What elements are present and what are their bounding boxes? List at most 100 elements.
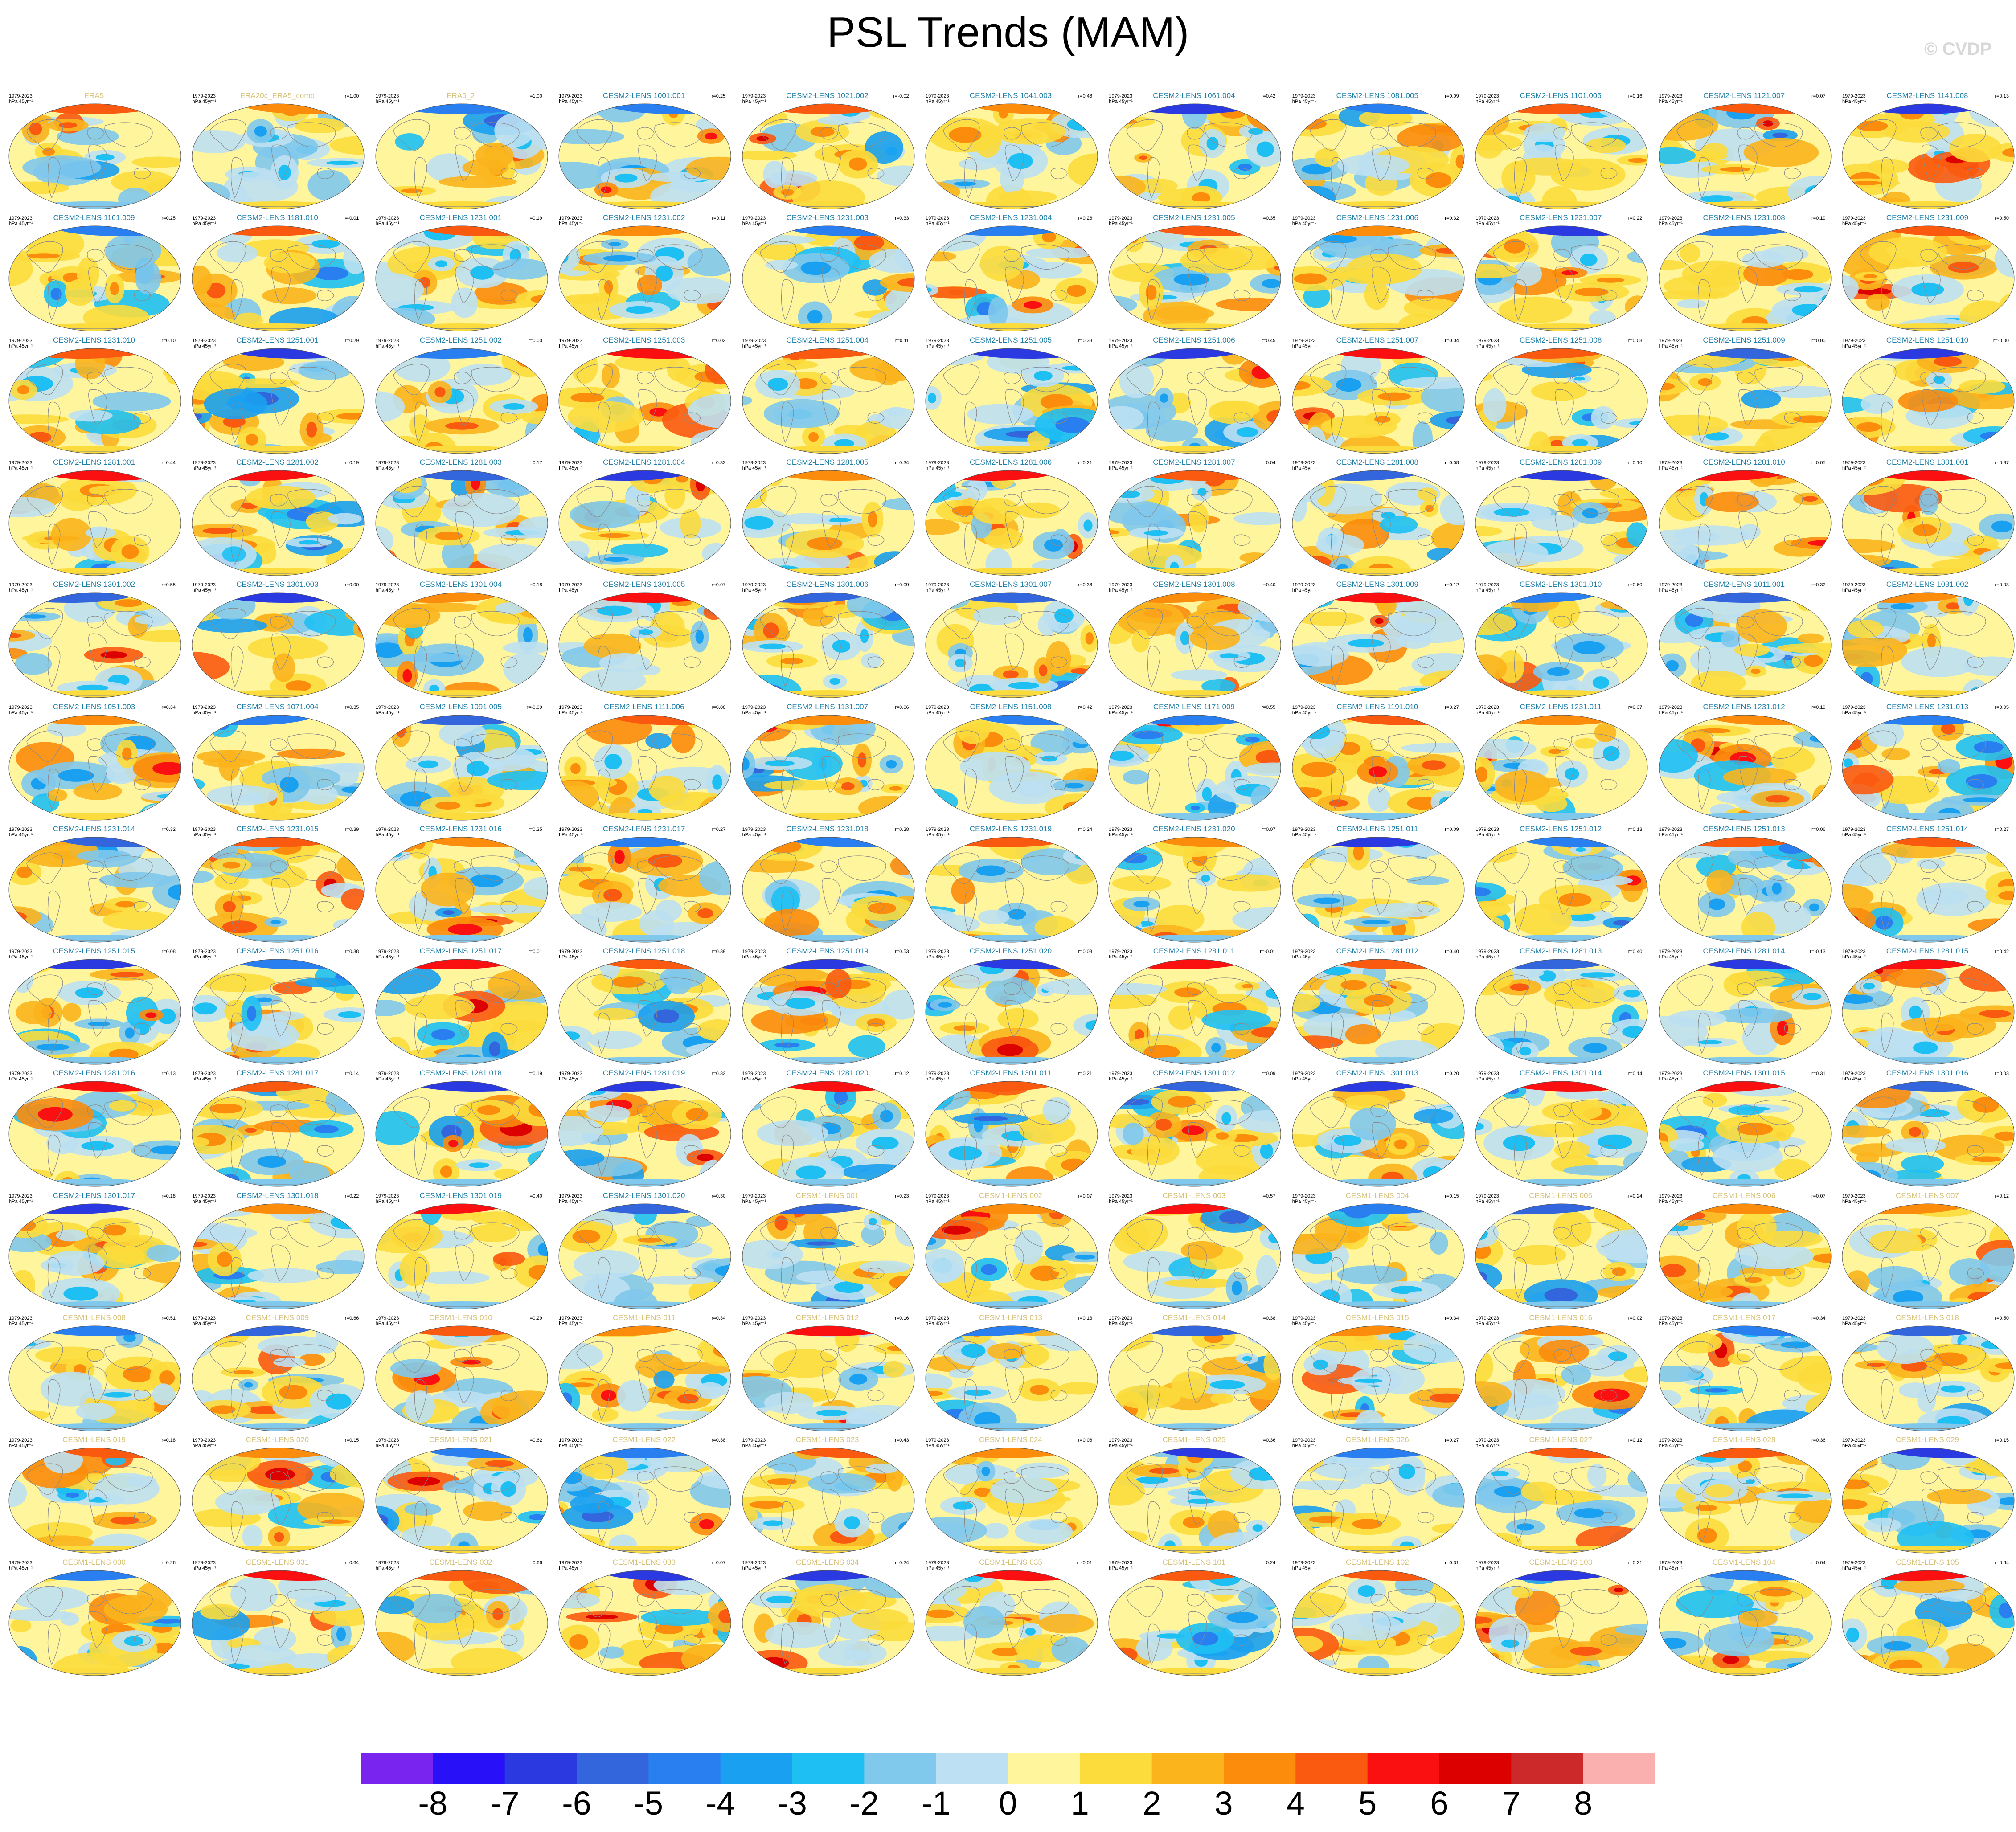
panel-correlation: r=0.19 (528, 1071, 542, 1077)
panel-map (1475, 470, 1648, 576)
map-panel: 1979-2023 hPa 45yr⁻¹ CESM2-LENS 1301.002 r=… (3, 576, 185, 698)
panel-correlation: r=0.07 (711, 1560, 726, 1566)
map-panel-grid: 1979-2023 hPa 45yr⁻¹ ERA5 1979-2023 hPa 45yr… (3, 87, 2016, 1676)
panel-map (1292, 1203, 1465, 1309)
map-panel: 1979-2023 hPa 45yr⁻¹ CESM1-LENS 031 r=0.64 (186, 1554, 369, 1676)
panel-name: CESM2-LENS 1281.002 (236, 458, 319, 466)
panel-units: hPa 45yr⁻¹ (1842, 1076, 1866, 1082)
panel-map (192, 470, 365, 576)
panel-map (375, 592, 548, 698)
colorbar-segment (936, 1753, 1008, 1784)
colorbar-segment (864, 1753, 937, 1784)
map-panel: 1979-2023 hPa 45yr⁻¹ CESM2-LENS 1301.017 r=… (3, 1187, 185, 1309)
panel-map (1292, 715, 1465, 820)
panel-correlation: r=0.23 (895, 1193, 909, 1199)
map-panel: 1979-2023 hPa 45yr⁻¹ CESM2-LENS 1251.014 r=… (1836, 821, 2016, 943)
panel-period: 1979-2023 (1659, 1438, 1683, 1444)
panel-units: hPa 45yr⁻¹ (1475, 99, 1500, 104)
panel-units: hPa 45yr⁻¹ (742, 710, 766, 716)
panel-map (1842, 959, 2015, 1065)
panel-units: hPa 45yr⁻¹ (1842, 1565, 1866, 1571)
map-panel: 1979-2023 hPa 45yr⁻¹ CESM1-LENS 011 r=0.34 (553, 1309, 735, 1431)
panel-map (1842, 1570, 2015, 1676)
panel-units: hPa 45yr⁻¹ (1109, 1443, 1133, 1449)
panel-map (8, 837, 181, 943)
map-panel: 1979-2023 hPa 45yr⁻¹ CESM1-LENS 021 r=0.62 (369, 1431, 552, 1554)
map-panel: 1979-2023 hPa 45yr⁻¹ CESM2-LENS 1101.006 r=… (1469, 87, 1652, 209)
panel-correlation: r=0.66 (528, 1560, 542, 1566)
panel-period: 1979-2023 (9, 582, 33, 588)
panel-map (8, 715, 181, 820)
panel-correlation: r=0.06 (895, 704, 909, 710)
panel-correlation: r=0.13 (1628, 826, 1643, 832)
panel-period: 1979-2023 (1659, 582, 1683, 588)
panel-correlation: r=0.03 (1995, 582, 2009, 588)
panel-period: 1979-2023 (9, 94, 33, 99)
panel-period: 1979-2023 (559, 460, 582, 466)
panel-correlation: r=0.12 (895, 1071, 909, 1077)
panel-units: hPa 45yr⁻¹ (1475, 710, 1500, 716)
panel-name: CESM1-LENS 027 (1529, 1435, 1593, 1444)
panel-correlation: r=0.04 (1261, 460, 1276, 466)
panel-map (1659, 959, 1832, 1065)
panel-period: 1979-2023 (1292, 94, 1316, 99)
panel-map (1659, 348, 1832, 454)
map-panel: 1979-2023 hPa 45yr⁻¹ CESM1-LENS 001 r=0.23 (736, 1187, 919, 1309)
map-panel: 1979-2023 hPa 45yr⁻¹ CESM2-LENS 1281.019 r=… (553, 1065, 735, 1187)
panel-name: CESM2-LENS 1251.015 (53, 947, 135, 956)
panel-name: CESM2-LENS 1231.018 (786, 824, 869, 833)
panel-map (8, 1203, 181, 1309)
panel-units: hPa 45yr⁻¹ (1475, 1321, 1500, 1326)
panel-units: hPa 45yr⁻¹ (1659, 1321, 1683, 1326)
map-panel: 1979-2023 hPa 45yr⁻¹ CESM2-LENS 1251.019 r=… (736, 943, 919, 1065)
panel-period: 1979-2023 (1292, 1560, 1316, 1566)
panel-correlation: r=0.57 (1261, 1193, 1276, 1199)
panel-correlation: r=0.09 (1261, 1071, 1276, 1077)
panel-name: CESM2-LENS 1251.001 (236, 335, 319, 344)
map-panel: 1979-2023 hPa 45yr⁻¹ CESM1-LENS 019 r=0.18 (3, 1431, 185, 1554)
panel-correlation: r=0.24 (1261, 1560, 1276, 1566)
map-panel: 1979-2023 hPa 45yr⁻¹ CESM2-LENS 1251.008 r=… (1469, 332, 1652, 454)
map-panel: 1979-2023 hPa 45yr⁻¹ CESM2-LENS 1301.015 r=… (1653, 1065, 1836, 1187)
panel-map (1659, 715, 1832, 820)
panel-correlation: r=0.01 (528, 949, 542, 955)
panel-period: 1979-2023 (926, 216, 949, 221)
panel-period: 1979-2023 (559, 949, 582, 955)
panel-units: hPa 45yr⁻¹ (1659, 710, 1683, 716)
panel-units: hPa 45yr⁻¹ (742, 221, 766, 227)
panel-name: CESM1-LENS 024 (979, 1435, 1042, 1444)
panel-period: 1979-2023 (9, 826, 33, 832)
panel-correlation: r=0.07 (1811, 94, 1826, 99)
panel-map (375, 1081, 548, 1187)
panel-units: hPa 45yr⁻¹ (1109, 588, 1133, 593)
panel-map (375, 348, 548, 454)
panel-map (1659, 1081, 1832, 1187)
panel-units: hPa 45yr⁻¹ (1292, 832, 1316, 838)
colorbar-segment (577, 1753, 649, 1784)
map-panel: 1979-2023 hPa 45yr⁻¹ CESM2-LENS 1251.017 r=… (369, 943, 552, 1065)
panel-units: hPa 45yr⁻¹ (1659, 343, 1683, 349)
panel-name: CESM2-LENS 1281.011 (1153, 947, 1235, 956)
panel-period: 1979-2023 (1109, 582, 1132, 588)
panel-units: hPa 45yr⁻¹ (1475, 588, 1500, 593)
panel-map (742, 592, 915, 698)
panel-map (558, 837, 731, 943)
panel-correlation: r=0.24 (895, 1560, 909, 1566)
panel-period: 1979-2023 (1659, 338, 1683, 344)
panel-name: CESM1-LENS 033 (612, 1558, 676, 1566)
map-panel: 1979-2023 hPa 45yr⁻¹ CESM1-LENS 104 r=0.04 (1653, 1554, 1836, 1676)
panel-name: CESM2-LENS 1251.003 (603, 335, 685, 344)
map-panel: 1979-2023 hPa 45yr⁻¹ CESM1-LENS 026 r=0.27 (1286, 1431, 1469, 1554)
panel-period: 1979-2023 (192, 704, 216, 710)
panel-correlation: r=0.25 (161, 216, 176, 221)
panel-name: CESM2-LENS 1251.002 (419, 335, 502, 344)
panel-name: CESM2-LENS 1281.017 (236, 1069, 319, 1078)
panel-map (1475, 1081, 1648, 1187)
panel-correlation: r=0.05 (1995, 704, 2009, 710)
panel-name: CESM2-LENS 1301.006 (786, 580, 869, 589)
map-panel: 1979-2023 hPa 45yr⁻¹ CESM2-LENS 1161.009 r=… (3, 209, 185, 331)
panel-units: hPa 45yr⁻¹ (9, 465, 33, 471)
panel-units: hPa 45yr⁻¹ (9, 954, 33, 960)
panel-period: 1979-2023 (1292, 582, 1316, 588)
panel-name: CESM2-LENS 1281.007 (1153, 458, 1235, 466)
